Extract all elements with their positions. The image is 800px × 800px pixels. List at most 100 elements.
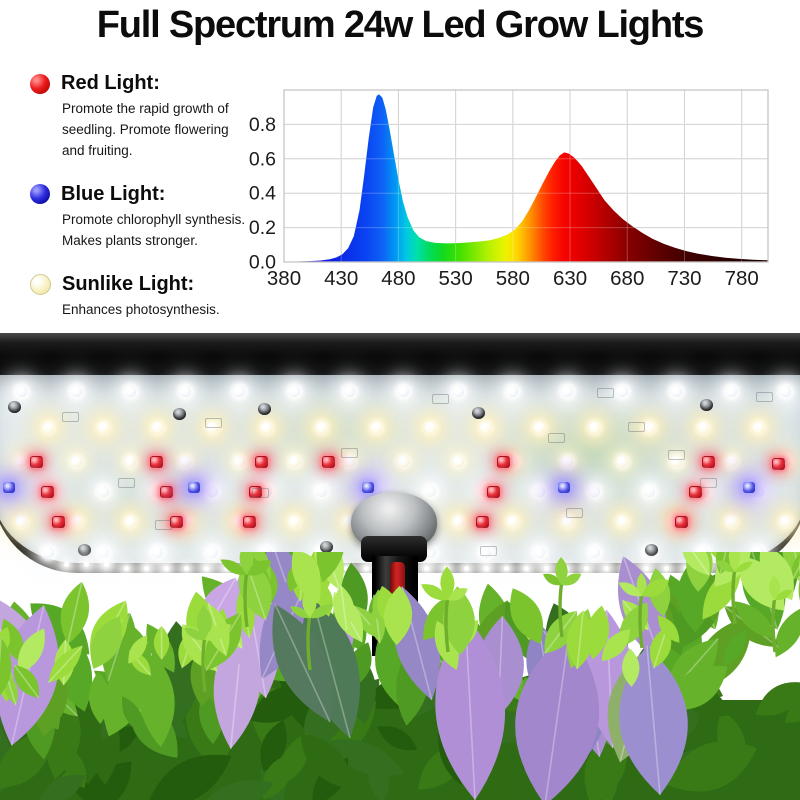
leaf-vein: [66, 581, 83, 645]
svg-text:430: 430: [324, 267, 358, 290]
led-warm-white: [453, 516, 464, 527]
leaf: [733, 601, 776, 639]
led-warm-white: [152, 422, 163, 433]
leaf: [515, 631, 600, 800]
led-warm-white: [261, 422, 272, 433]
spectrum-chart: 380 430 480 530 580 630 680 730 780 0.0 0.2 0.4 0.6 0…: [238, 74, 800, 309]
led-cool-white: [98, 547, 109, 558]
leaf: [316, 552, 344, 583]
legend-description: Enhances photosynthesis.: [62, 301, 220, 317]
leaf: [769, 575, 781, 600]
leaf: [89, 671, 110, 725]
edge-led: [644, 566, 649, 571]
led-blue: [3, 482, 15, 493]
page-title: Full Spectrum 24w Led Grow Lights: [96, 4, 705, 46]
pcb-marking: [432, 394, 449, 404]
led-warmsoft-white: [562, 456, 573, 467]
leaf: [555, 557, 568, 585]
edge-led: [64, 562, 69, 567]
leaf: [440, 566, 455, 600]
pcb-marking: [628, 422, 645, 432]
leaf: [657, 615, 680, 643]
leaf: [60, 581, 90, 644]
edge-led: [84, 562, 89, 567]
led-cool-white: [261, 486, 272, 497]
led-warm-white: [425, 422, 436, 433]
leaf: [260, 720, 287, 772]
stem: [243, 570, 249, 628]
leaf-vein: [576, 610, 584, 670]
legend-description: Promote the rapid growth of seedling. Pr…: [62, 101, 229, 158]
led-warm-white: [507, 516, 518, 527]
edge-led: [504, 566, 509, 571]
led-warm-white: [371, 422, 382, 433]
leaf-vein: [691, 552, 710, 576]
led-warm-white: [289, 516, 300, 527]
leaf: [220, 559, 247, 576]
led-warm-white: [16, 516, 27, 527]
led-warmsoft-white: [671, 456, 682, 467]
led-cool-white: [180, 386, 191, 397]
leaf: [302, 586, 317, 618]
leaf: [149, 754, 232, 800]
leaf: [755, 682, 800, 716]
led-cool-white: [534, 547, 545, 558]
svg-text:530: 530: [439, 267, 473, 290]
led-warm-white: [534, 422, 545, 433]
led-blue: [743, 482, 755, 493]
led-cool-white: [316, 486, 327, 497]
led-warm-white: [726, 516, 737, 527]
leaf: [310, 604, 334, 619]
led-red: [255, 456, 268, 468]
leaf: [17, 628, 45, 674]
led-cool-white: [644, 486, 655, 497]
svg-text:630: 630: [553, 267, 587, 290]
led-warmsoft-white: [780, 456, 791, 467]
leaf: [649, 626, 672, 669]
legend-label: Sunlike Light:: [62, 272, 195, 295]
leaf: [543, 573, 562, 586]
led-red: [476, 516, 489, 528]
led-warm-white: [698, 422, 709, 433]
led-cool-white: [726, 386, 737, 397]
pcb-marking: [252, 488, 269, 498]
led-warmsoft-white: [344, 456, 355, 467]
led-warm-white: [480, 422, 491, 433]
led-cool-white: [16, 386, 27, 397]
led-warmsoft-white: [289, 456, 300, 467]
led-red: [497, 456, 510, 468]
leaf: [153, 625, 170, 660]
svg-text:380: 380: [267, 267, 301, 290]
stem: [638, 591, 644, 649]
leaf: [622, 648, 640, 687]
leaf: [728, 552, 741, 572]
led-cool-white: [698, 486, 709, 497]
pcb-marking: [566, 508, 583, 518]
led-cool-white: [207, 486, 218, 497]
leaf: [666, 741, 757, 792]
svg-text:680: 680: [610, 267, 644, 290]
led-warm-white: [207, 422, 218, 433]
legend-item-sunlike-light: Sunlike Light: Enhances photosynthesis.: [30, 273, 252, 321]
led-cool-white: [480, 547, 491, 558]
led-cool-white: [43, 547, 54, 558]
leaf: [383, 585, 413, 646]
led-red: [243, 516, 256, 528]
edge-led: [344, 566, 349, 571]
screw: [8, 401, 21, 413]
svg-text:580: 580: [496, 267, 530, 290]
leaf-vein: [544, 631, 571, 800]
legend-description: Promote chlorophyll synthesis. Makes pla…: [62, 211, 246, 248]
led-warm-white: [316, 422, 327, 433]
led-red: [689, 486, 702, 498]
light-legend: Red Light: Promote the rapid growth of s…: [30, 72, 252, 342]
led-red: [160, 486, 173, 498]
sunlike-dot-icon: [30, 273, 51, 295]
led-warm-white: [234, 516, 245, 527]
led-cool-white: [589, 486, 600, 497]
led-warm-white: [125, 516, 136, 527]
led-warm-white: [644, 422, 655, 433]
leaf-vein: [646, 645, 661, 796]
leaf-vein: [13, 664, 40, 699]
edge-led: [664, 566, 669, 571]
